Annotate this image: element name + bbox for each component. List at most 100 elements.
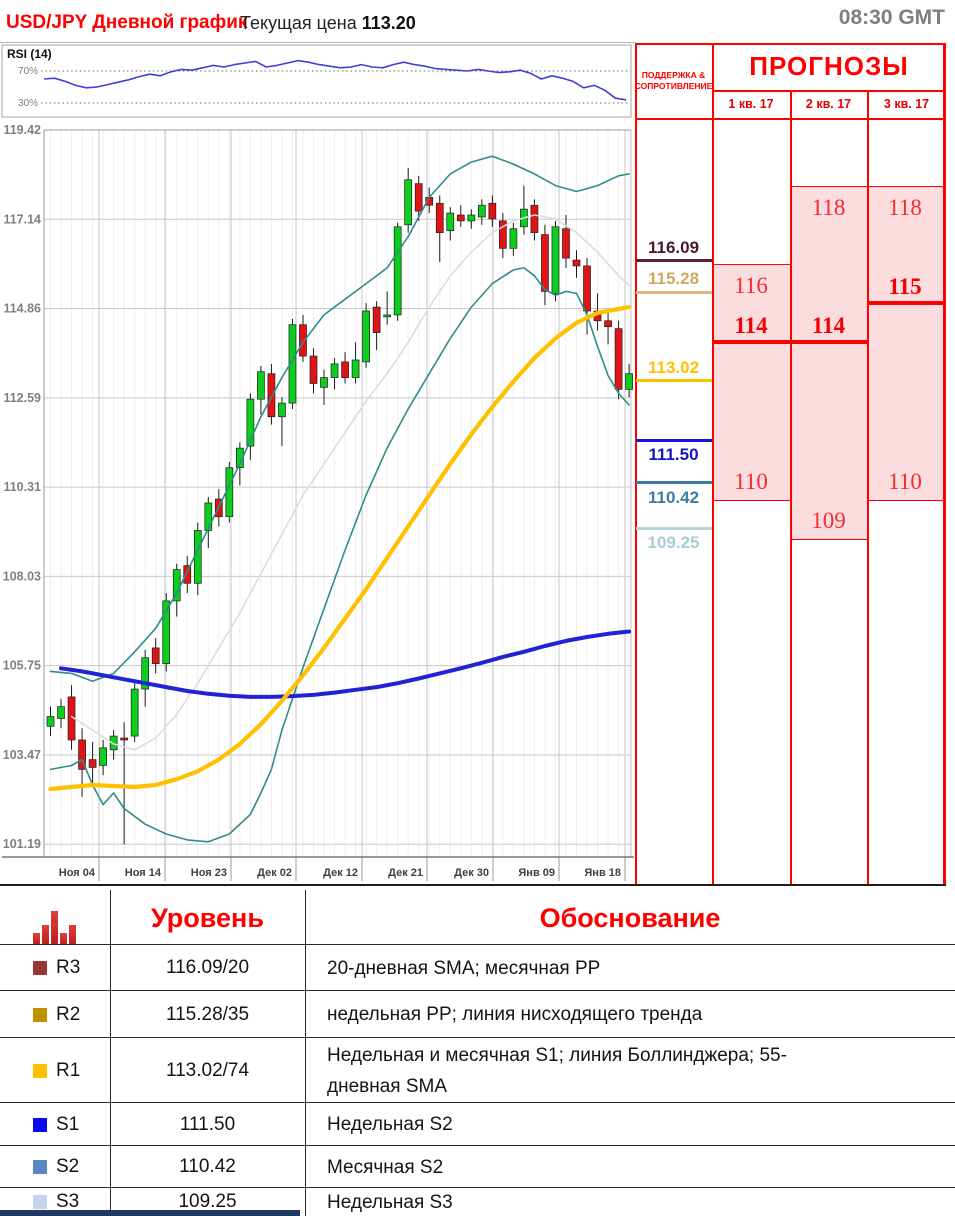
level-value-cell: 113.02/74 <box>165 1059 250 1081</box>
quarter-header-q2: 2 кв. 17 <box>805 97 852 111</box>
current-price-value: 113.20 <box>361 13 416 33</box>
table-column-divider-1 <box>110 890 112 1216</box>
forecast-pivot-label: 114 <box>734 313 768 339</box>
table-row-divider <box>0 1037 955 1039</box>
sr-level-label: 111.50 <box>648 445 699 465</box>
level-reason: Недельная S3 <box>327 1191 453 1213</box>
forecast-high-label: 116 <box>734 273 768 298</box>
table-row-divider <box>0 1145 955 1147</box>
table-column-divider-2 <box>305 890 307 1216</box>
level-id: R1 <box>56 1059 81 1081</box>
svg-text:Ноя 23: Ноя 23 <box>191 867 227 879</box>
quarter-header-q1: 1 кв. 17 <box>728 97 774 111</box>
sr-level-line <box>636 259 712 262</box>
content-bottom-border <box>0 884 946 886</box>
sr-level-line <box>636 379 712 383</box>
sr-level-line <box>636 481 712 485</box>
svg-text:RSI (14): RSI (14) <box>7 47 52 61</box>
svg-text:114.86: 114.86 <box>3 302 41 316</box>
level-reason: Недельная и месячная S1; линия Боллиндже… <box>327 1044 787 1097</box>
chart-area: RSI (14) 70% 30% 119.42 117.14 114.86 112.59 11… <box>0 43 955 887</box>
forecast-pivot-line <box>712 340 790 345</box>
sr-level-label: 109.25 <box>647 533 700 553</box>
panel-quarter-divider <box>712 90 946 92</box>
forecast-range-box <box>867 185 943 501</box>
forecast-pivot-line <box>867 301 943 306</box>
sr-level-label: 116.09 <box>647 237 700 257</box>
level-reason-cell: Месячная S2 <box>305 1146 955 1188</box>
level-color-swatch <box>33 1117 47 1132</box>
table-row-divider <box>0 944 955 946</box>
level-reason-cell: Недельная и месячная S1; линия Боллиндже… <box>305 1038 955 1103</box>
table-header-reason: Обоснование <box>539 903 721 933</box>
svg-text:30%: 30% <box>18 98 38 109</box>
forecast-range-box <box>712 264 790 502</box>
level-id-cell: S3 <box>0 1188 143 1216</box>
quarter-header-q3: 3 кв. 17 <box>883 97 930 111</box>
svg-text:Ноя 04: Ноя 04 <box>59 867 96 879</box>
sr-level-label: 115.28 <box>647 269 700 289</box>
level-id-cell: R2 <box>0 991 143 1038</box>
timestamp: 08:30 GMT <box>838 6 945 29</box>
panel-divider-3 <box>867 90 869 884</box>
sr-header-line2: СОПРОТИВЛЕНИЕ <box>634 80 713 91</box>
level-value-cell: 111.50 <box>179 1113 236 1135</box>
svg-text:110.31: 110.31 <box>3 480 41 494</box>
level-id: R2 <box>56 1003 81 1025</box>
svg-text:105.75: 105.75 <box>3 659 41 673</box>
svg-text:112.59: 112.59 <box>3 391 41 405</box>
level-color-swatch <box>33 1160 47 1174</box>
bar-chart-icon <box>33 911 79 945</box>
svg-text:Янв 18: Янв 18 <box>584 867 621 879</box>
level-color-swatch <box>33 1063 47 1078</box>
panel-divider-1 <box>712 43 714 884</box>
level-reason: 20-дневная SMA; месячная PP <box>327 957 601 979</box>
level-reason-cell: недельная PP; линия нисходящего тренда <box>305 991 955 1038</box>
forecast-high-label: 118 <box>811 194 846 220</box>
page-header: USD/JPY Дневной график Текущая цена 113.… <box>0 0 955 43</box>
forecast-panel: ПОДДЕРЖКА & СОПРОТИВЛЕНИЕ ПРОГНОЗЫ 1 кв.… <box>635 43 946 884</box>
level-id-cell: R1 <box>0 1038 143 1103</box>
svg-text:Янв 09: Янв 09 <box>518 867 555 879</box>
level-value-cell: 109.25 <box>178 1191 237 1212</box>
svg-text:103.47: 103.47 <box>3 748 41 762</box>
sr-level-label: 113.02 <box>647 357 700 377</box>
level-reason: недельная PP; линия нисходящего тренда <box>327 1004 703 1025</box>
level-value-cell: 115.28/35 <box>165 1003 250 1025</box>
forecast-pivot-line <box>790 340 867 345</box>
level-id: R3 <box>56 957 81 978</box>
level-id: S2 <box>56 1156 80 1177</box>
panel-header-divider <box>635 118 946 120</box>
level-id-cell: S1 <box>0 1103 143 1146</box>
support-resistance-header: ПОДДЕРЖКА & СОПРОТИВЛЕНИЕ <box>634 43 713 118</box>
svg-text:101.19: 101.19 <box>3 837 41 851</box>
svg-text:Дек 02: Дек 02 <box>257 867 292 879</box>
level-value-cell: 116.09/20 <box>165 957 250 978</box>
level-id-cell: S2 <box>0 1146 143 1188</box>
sr-level-label: 110.42 <box>647 487 700 507</box>
level-id: S3 <box>56 1191 80 1212</box>
panel-border-left <box>635 43 637 884</box>
level-reason-cell: Недельная S2 <box>305 1103 955 1146</box>
level-reason: Месячная S2 <box>327 1156 444 1178</box>
forecast-range-box <box>790 185 867 541</box>
forecast-low-label: 110 <box>888 469 922 494</box>
table-row-divider <box>0 1187 955 1189</box>
level-reason: Недельная S2 <box>327 1114 453 1135</box>
table-header-level: Уровень <box>151 903 264 933</box>
panel-border-right <box>943 43 946 884</box>
page-title: USD/JPY Дневной график <box>6 12 248 33</box>
price-chart: RSI (14) 70% 30% 119.42 117.14 114.86 112.59 11… <box>1 44 634 881</box>
table-row-divider <box>0 1102 955 1104</box>
svg-text:70%: 70% <box>18 66 38 77</box>
level-reason-cell: Недельная S3 <box>305 1188 955 1216</box>
svg-text:Дек 21: Дек 21 <box>388 867 423 879</box>
forecasts-title: ПРОГНОЗЫ <box>749 51 909 81</box>
svg-text:117.14: 117.14 <box>3 212 41 226</box>
current-price-label: Текущая цена <box>240 13 357 33</box>
level-reason-cell: 20-дневная SMA; месячная PP <box>305 945 955 991</box>
sr-level-line <box>636 526 712 530</box>
forecast-pivot-label: 114 <box>811 313 846 339</box>
svg-text:Дек 30: Дек 30 <box>454 867 489 879</box>
